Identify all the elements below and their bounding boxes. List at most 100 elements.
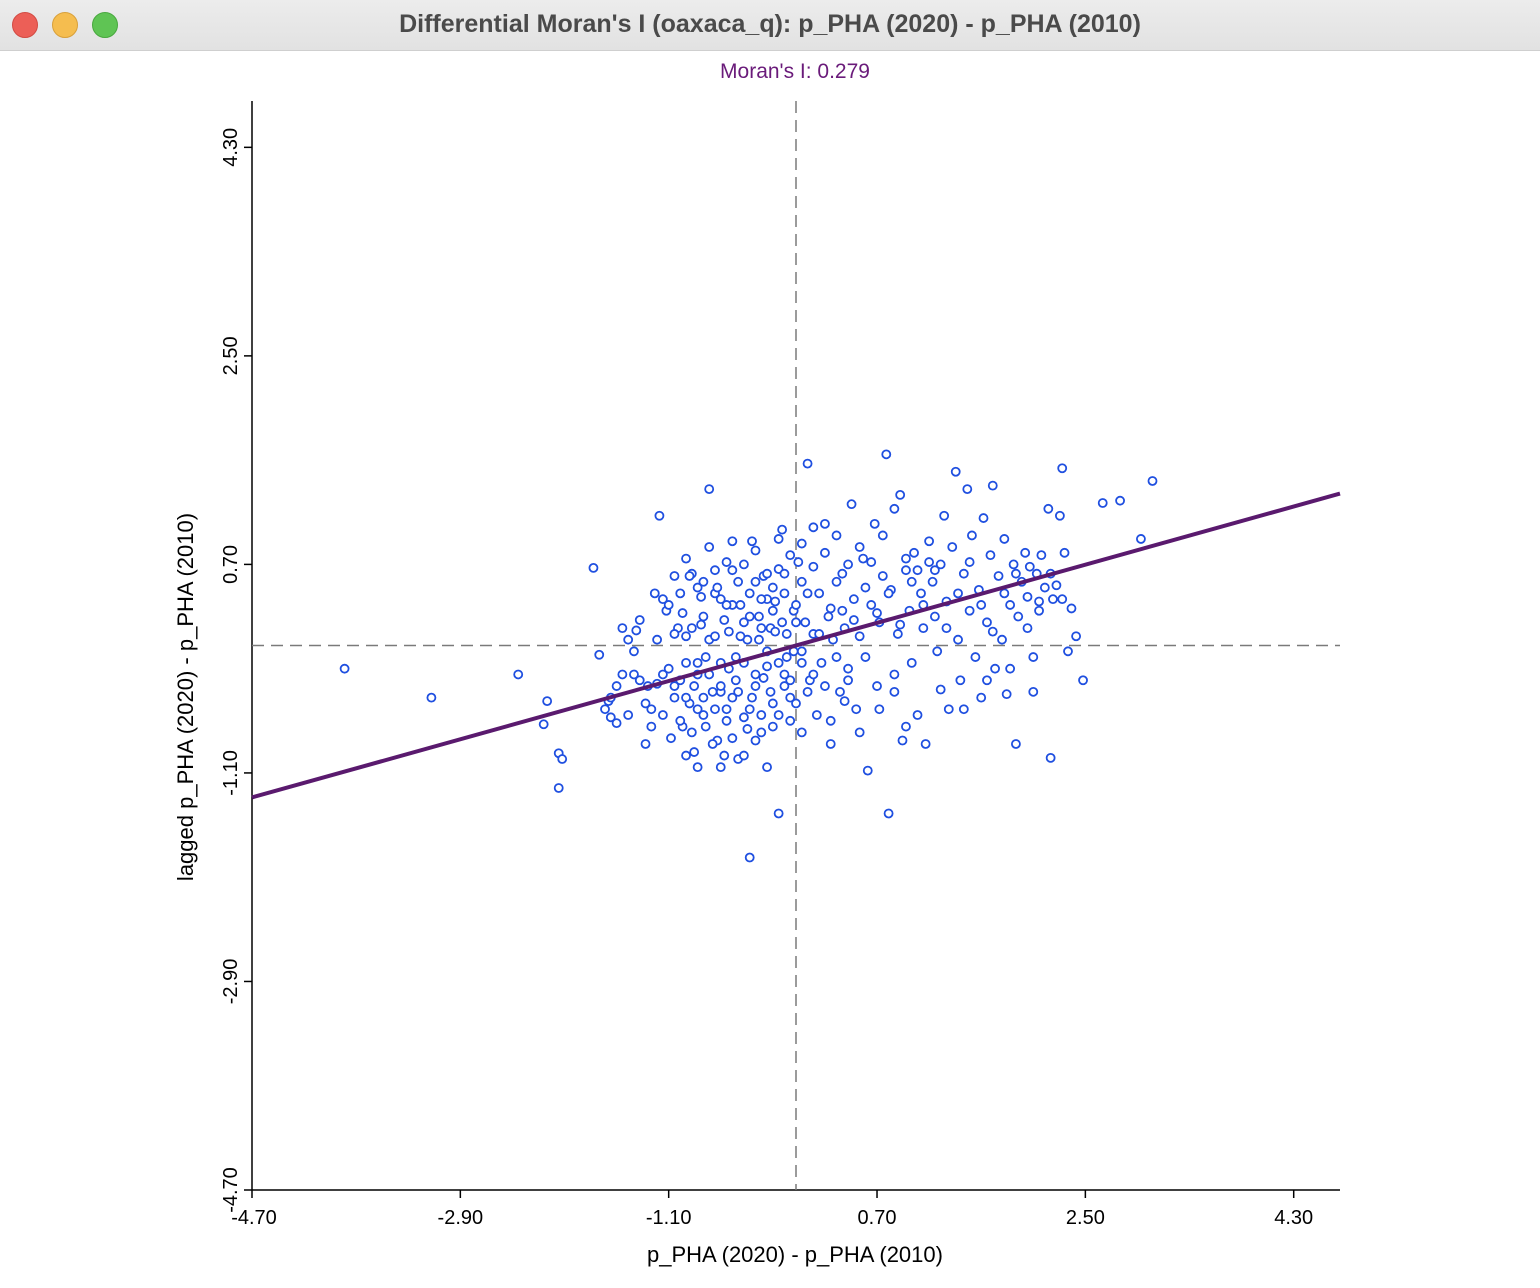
data-point — [912, 710, 923, 720]
data-point — [935, 684, 946, 695]
data-point — [634, 615, 645, 625]
data-point — [698, 576, 709, 587]
data-point — [640, 739, 651, 749]
x-tick-label: 0.70 — [858, 1207, 897, 1229]
data-point — [918, 623, 929, 634]
data-point — [800, 617, 811, 628]
data-point — [747, 536, 757, 547]
data-point — [825, 603, 836, 614]
data-point — [958, 704, 969, 715]
data-point — [770, 626, 781, 637]
data-point — [770, 596, 781, 607]
data-point — [652, 634, 663, 645]
data-point — [669, 692, 680, 703]
data-point — [843, 663, 853, 674]
data-point — [964, 605, 975, 616]
data-point — [866, 600, 877, 610]
data-point — [719, 615, 730, 625]
data-point — [663, 663, 674, 674]
data-point — [929, 565, 940, 576]
data-point — [762, 661, 772, 672]
data-point — [727, 536, 738, 547]
data-point — [796, 727, 807, 738]
data-point — [987, 626, 998, 637]
data-point — [538, 719, 549, 730]
data-point — [889, 686, 900, 697]
data-point — [808, 669, 819, 680]
data-point — [941, 623, 952, 634]
x-tick-label: -1.10 — [646, 1207, 692, 1229]
data-point — [686, 727, 697, 738]
data-point — [892, 629, 903, 639]
data-point — [785, 715, 796, 726]
data-point — [744, 704, 755, 715]
data-point — [600, 704, 610, 715]
data-point — [657, 594, 668, 605]
data-point — [837, 605, 848, 616]
data-point — [943, 704, 954, 715]
data-point — [756, 623, 767, 634]
data-point — [860, 652, 871, 662]
data-point — [669, 629, 680, 639]
data-point — [669, 681, 680, 691]
data-point — [588, 562, 599, 573]
data-point — [698, 611, 709, 622]
data-point — [825, 715, 836, 726]
data-point — [877, 571, 888, 581]
data-point — [796, 576, 807, 587]
data-point — [839, 696, 850, 707]
data-point — [1054, 510, 1065, 521]
data-point — [698, 692, 709, 703]
data-point — [854, 631, 865, 642]
data-point — [895, 619, 906, 630]
data-point — [1039, 582, 1050, 593]
data-point — [1008, 559, 1019, 570]
data-point — [654, 510, 665, 521]
data-point — [513, 669, 524, 680]
data-point — [791, 600, 801, 610]
data-point — [860, 582, 871, 593]
data-point — [756, 594, 767, 605]
data-point — [1022, 623, 1033, 634]
y-tick-label: 4.30 — [220, 128, 242, 167]
data-point — [791, 617, 801, 628]
data-point — [747, 692, 757, 703]
data-point — [939, 510, 950, 521]
data-point — [848, 594, 859, 605]
data-point — [1078, 675, 1088, 686]
data-point — [872, 608, 882, 618]
maximize-window-button[interactable] — [92, 12, 118, 38]
data-point — [935, 559, 946, 570]
data-point — [617, 669, 628, 680]
data-point — [758, 673, 769, 683]
data-point — [611, 681, 622, 691]
data-point — [811, 710, 822, 720]
data-point — [339, 663, 350, 674]
data-point — [1043, 503, 1054, 514]
y-tick-label: -2.90 — [220, 959, 242, 1005]
y-tick-label: 2.50 — [220, 336, 242, 375]
data-point — [932, 646, 943, 657]
data-point — [710, 631, 720, 642]
data-point — [909, 547, 919, 558]
close-window-button[interactable] — [12, 12, 38, 38]
data-point — [964, 557, 975, 567]
data-point — [669, 571, 680, 581]
data-point — [681, 692, 691, 703]
data-point — [739, 750, 749, 761]
minimize-window-button[interactable] — [52, 12, 78, 38]
data-point — [1028, 652, 1039, 662]
y-tick-label: -4.70 — [220, 1167, 242, 1213]
data-point — [777, 524, 788, 535]
data-point — [912, 565, 923, 576]
data-point — [802, 458, 813, 469]
data-point — [1020, 547, 1031, 558]
data-point — [675, 588, 686, 599]
data-point — [657, 710, 668, 720]
data-point — [808, 561, 819, 572]
data-point — [744, 852, 755, 863]
data-point — [785, 692, 796, 703]
data-point — [947, 542, 958, 552]
title-bar[interactable]: Differential Moran's I (oaxaca_q): p_PHA… — [0, 0, 1540, 51]
moran-scatter-plot[interactable]: Moran's I: 0.279 -4.70 -2.90 -1.10 0.70 2.50… — [0, 51, 1540, 1288]
